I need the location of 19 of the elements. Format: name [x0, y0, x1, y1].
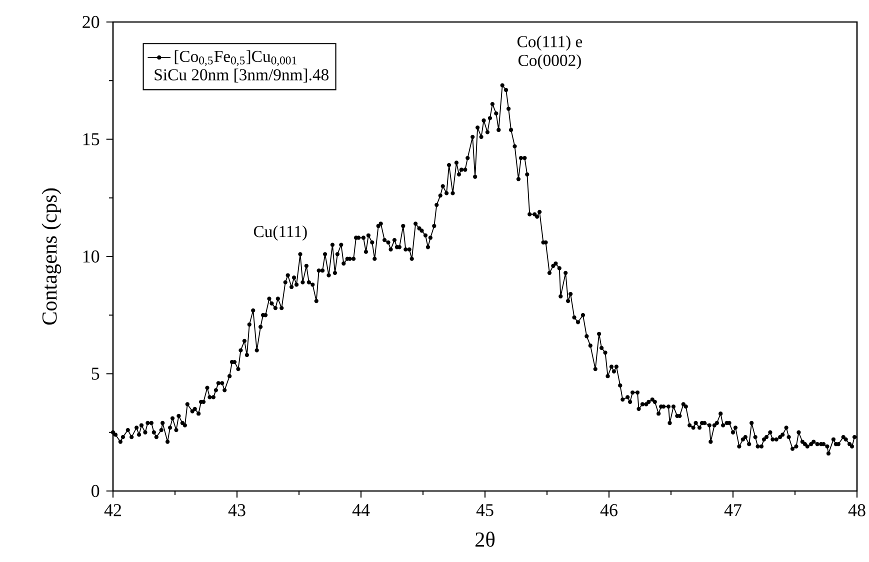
annotation: Cu(111) — [254, 225, 307, 241]
y-tick-label: 5 — [92, 368, 100, 380]
annotation: Co(0002) — [518, 54, 581, 70]
x-tick-label: 48 — [848, 504, 866, 516]
x-tick-label: 44 — [352, 504, 370, 516]
y-tick-label: 15 — [83, 133, 100, 146]
x-tick-label: 42 — [104, 504, 122, 516]
y-tick-label: 20 — [82, 16, 100, 28]
x-axis-title: 2θ — [475, 532, 495, 547]
x-tick-label: 47 — [724, 504, 742, 516]
x-tick-label: 46 — [600, 504, 618, 516]
annotation: Co(111) e — [517, 36, 582, 51]
y-axis-title: Contagens (cps) — [42, 188, 62, 325]
legend-label: [Co$_{0,5}$Fe$_{0,5}$]Cu$_{0,001}$ — [174, 50, 296, 66]
y-tick-label: 0 — [92, 484, 100, 498]
x-tick-label: 45 — [476, 504, 494, 516]
x-tick-label: 43 — [228, 504, 246, 516]
y-tick-label: 10 — [83, 250, 100, 263]
legend-title: SiCu 20nm [3nm/9nm].48 — [154, 68, 328, 82]
